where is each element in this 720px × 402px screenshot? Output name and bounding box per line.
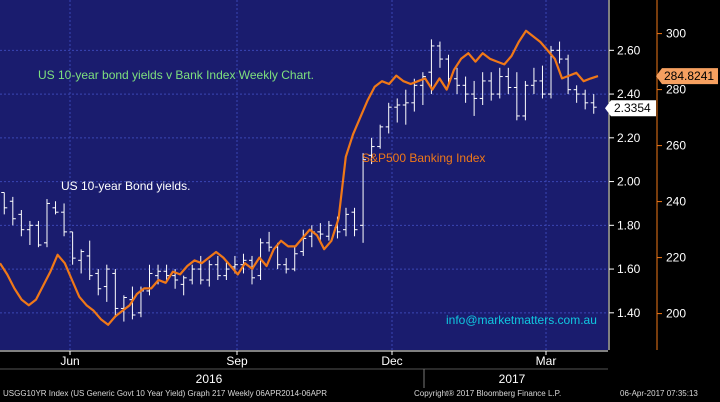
yield-bar	[462, 76, 469, 103]
yield-bar	[351, 207, 358, 237]
plot-background	[0, 0, 608, 350]
right-tick-label: 300	[666, 27, 686, 41]
yield-bar	[95, 269, 102, 296]
footer-copyright: Copyright® 2017 Bloomberg Finance L.P.	[414, 389, 562, 398]
gridlines	[0, 0, 608, 350]
axis-panel	[608, 0, 720, 388]
yield-bar	[112, 269, 119, 318]
yield-bar	[61, 203, 68, 237]
right-tick-label: 240	[666, 195, 686, 209]
yield-bar	[266, 231, 273, 252]
yield-bar	[9, 196, 16, 226]
yield-bar	[436, 41, 443, 68]
yield-bar	[1, 192, 8, 215]
yield-bar	[189, 264, 196, 285]
yield-bar	[86, 240, 93, 280]
x-axis-ticks: Jun Sep Dec Mar 2016 2017	[60, 351, 556, 388]
left-axis-ticks: 2.60 2.40 2.20 2.00 1.80 1.60 1.40	[609, 43, 641, 320]
yield-bar	[223, 262, 230, 280]
yield-bar	[206, 260, 213, 287]
x-tick-label: Jun	[60, 354, 79, 368]
right-tick-label: 200	[666, 307, 686, 321]
footer-timestamp: 06-Apr-2017 07:35:13	[620, 389, 698, 398]
yield-last-value-flag: 2.3354	[605, 100, 656, 117]
yield-bar	[300, 229, 307, 256]
yield-bar	[411, 78, 418, 112]
left-tick-label: 2.20	[617, 131, 641, 145]
yield-bar	[471, 80, 478, 116]
right-tick-label: 220	[666, 251, 686, 265]
x-tick-label: Mar	[536, 354, 557, 368]
x-tick-label: Dec	[381, 354, 402, 368]
yield-bar	[573, 85, 580, 103]
yield-bar	[35, 220, 42, 248]
yield-bar	[539, 65, 546, 99]
yield-bar	[565, 54, 572, 95]
footer-source: USGG10YR Index (US Generic Govt 10 Year …	[3, 389, 328, 398]
yield-bar	[530, 67, 537, 95]
yield-bar	[513, 72, 520, 121]
x-tick-label: Sep	[226, 354, 248, 368]
x-year-label: 2016	[196, 372, 223, 386]
x-year-label: 2017	[499, 372, 526, 386]
yield-bar	[146, 264, 153, 296]
yield-bar	[488, 72, 495, 101]
yield-bar	[291, 247, 298, 272]
bank-last-value-flag: 284.8241	[656, 68, 718, 85]
watermark: info@marketmatters.com.au	[446, 313, 597, 327]
yield-bar	[283, 258, 290, 274]
bank-index-line	[0, 29, 599, 326]
yield-series-annotation: US 10-year Bond yields.	[61, 179, 190, 193]
right-axis-ticks: 300 280 260 240 220 200	[657, 27, 686, 321]
yield-bar	[52, 201, 59, 215]
right-tick-label: 260	[666, 139, 686, 153]
yield-bar	[368, 137, 375, 165]
yield-bar	[43, 199, 50, 248]
yield-bar	[325, 220, 332, 241]
yield-bar	[505, 67, 512, 95]
left-tick-label: 2.60	[617, 43, 641, 57]
yield-bar	[78, 249, 85, 274]
yield-bar	[214, 255, 221, 280]
yield-bar	[419, 72, 426, 105]
yield-bar	[556, 41, 563, 64]
left-tick-label: 1.60	[617, 262, 641, 276]
yield-bar	[385, 102, 392, 134]
yield-bar	[522, 80, 529, 121]
yield-bar	[582, 89, 589, 110]
yield-bar	[249, 255, 256, 285]
yield-bar	[26, 220, 33, 245]
yield-bar	[454, 67, 461, 95]
yield-bar	[479, 72, 486, 105]
chart-title: US 10-year bond yields v Bank Index Week…	[38, 68, 314, 82]
yield-bar	[496, 67, 503, 99]
yield-bar	[197, 255, 204, 285]
yield-bar	[402, 89, 409, 125]
left-tick-label: 1.80	[617, 218, 641, 232]
yield-ohlc-series	[1, 39, 597, 322]
yield-bar	[394, 98, 401, 123]
footer-bar: USGG10YR Index (US Generic Govt 10 Year …	[0, 388, 720, 402]
yield-bar	[590, 94, 597, 114]
left-tick-label: 1.40	[617, 306, 641, 320]
yield-last-value: 2.3354	[614, 101, 651, 115]
yield-bar	[69, 231, 76, 265]
yield-bar	[180, 275, 187, 296]
left-tick-label: 2.00	[617, 175, 641, 189]
right-tick-label: 280	[666, 83, 686, 97]
yield-bar	[18, 210, 25, 237]
bank-last-value: 284.8241	[664, 69, 714, 83]
left-tick-label: 2.40	[617, 87, 641, 101]
yield-bar	[377, 124, 384, 149]
yield-bar	[342, 207, 349, 237]
yield-bar	[360, 153, 367, 243]
yield-bar	[428, 39, 435, 95]
bank-series-annotation: S&P500 Banking Index	[362, 151, 485, 165]
yield-bar	[103, 264, 110, 302]
